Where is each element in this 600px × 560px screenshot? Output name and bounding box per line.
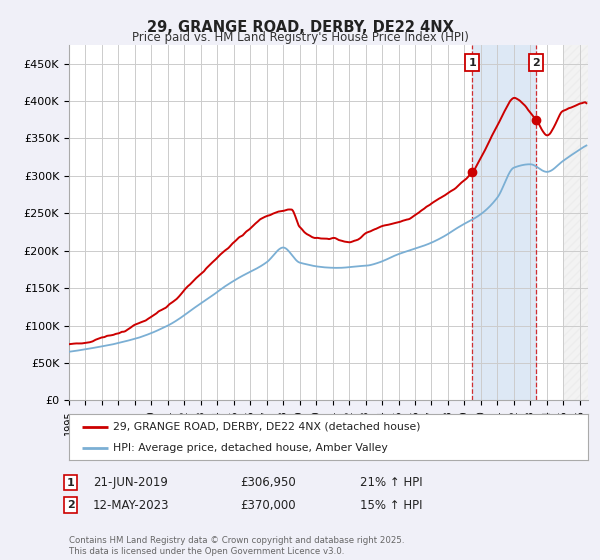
Text: 2: 2 <box>67 500 74 510</box>
Text: 1: 1 <box>468 58 476 68</box>
Text: Price paid vs. HM Land Registry's House Price Index (HPI): Price paid vs. HM Land Registry's House … <box>131 31 469 44</box>
Text: 12-MAY-2023: 12-MAY-2023 <box>93 498 170 512</box>
Text: 21-JUN-2019: 21-JUN-2019 <box>93 476 168 489</box>
Text: Contains HM Land Registry data © Crown copyright and database right 2025.
This d: Contains HM Land Registry data © Crown c… <box>69 536 404 556</box>
Text: 15% ↑ HPI: 15% ↑ HPI <box>360 498 422 512</box>
Text: £370,000: £370,000 <box>240 498 296 512</box>
Text: 29, GRANGE ROAD, DERBY, DE22 4NX: 29, GRANGE ROAD, DERBY, DE22 4NX <box>146 20 454 35</box>
Text: HPI: Average price, detached house, Amber Valley: HPI: Average price, detached house, Ambe… <box>113 443 388 453</box>
Text: 29, GRANGE ROAD, DERBY, DE22 4NX (detached house): 29, GRANGE ROAD, DERBY, DE22 4NX (detach… <box>113 422 421 432</box>
Bar <box>472 45 536 400</box>
Bar <box>563 45 600 400</box>
Text: 21% ↑ HPI: 21% ↑ HPI <box>360 476 422 489</box>
Text: 2: 2 <box>533 58 541 68</box>
Text: 1: 1 <box>67 478 74 488</box>
Text: £306,950: £306,950 <box>240 476 296 489</box>
